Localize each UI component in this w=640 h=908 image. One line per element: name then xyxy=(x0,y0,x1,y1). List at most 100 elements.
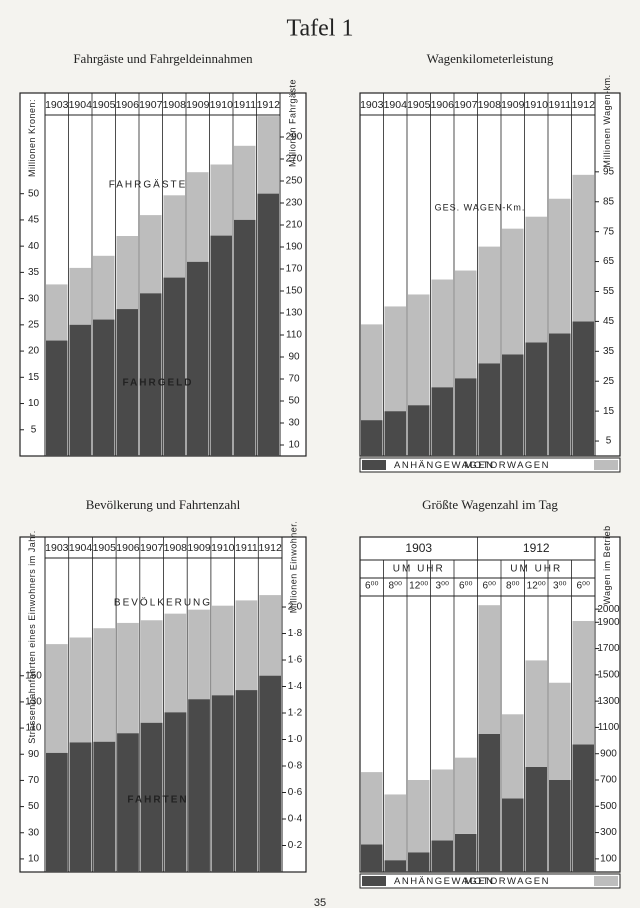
y-tick-label: 1500 xyxy=(597,669,620,680)
bar xyxy=(235,690,258,872)
x-tick-label: 8⁰⁰ xyxy=(506,581,520,592)
group-label: 1912 xyxy=(523,541,550,555)
y-tick-label: 1·8 xyxy=(288,628,303,639)
legend-label: MOTORWAGEN xyxy=(464,876,550,887)
x-tick-label: 1907 xyxy=(139,99,163,111)
y-tick-label: 0·4 xyxy=(288,814,303,825)
x-tick-label: 6⁰⁰ xyxy=(365,581,379,592)
bar xyxy=(93,741,116,872)
bar xyxy=(455,757,477,834)
bar xyxy=(431,279,453,388)
legend-swatch xyxy=(594,460,618,470)
y-tick-label: 40 xyxy=(28,241,40,252)
bar xyxy=(93,319,115,456)
bar xyxy=(572,321,594,456)
bar xyxy=(572,620,594,745)
bar xyxy=(455,833,477,872)
bar xyxy=(549,780,571,872)
bar xyxy=(525,766,547,872)
y-tick-label: 30 xyxy=(28,827,40,838)
bar xyxy=(431,769,453,841)
y-tick-label: 2·0 xyxy=(288,602,303,613)
y-tick-label: 25 xyxy=(28,319,40,330)
bar xyxy=(455,270,477,379)
bar xyxy=(188,699,210,872)
y-tick-label: 75 xyxy=(603,226,615,237)
bar xyxy=(478,605,500,734)
y-tick-label: 110 xyxy=(286,330,302,341)
bar xyxy=(478,734,500,872)
y-tick-label: 15 xyxy=(603,406,615,417)
bar xyxy=(572,174,594,322)
x-tick-label: 1906 xyxy=(116,542,140,554)
bar xyxy=(502,228,524,355)
bar xyxy=(187,261,209,456)
bar xyxy=(455,378,477,456)
bar xyxy=(502,354,524,456)
x-tick-label: 1909 xyxy=(501,99,525,111)
y-tick-label: 290 xyxy=(286,132,303,143)
bar xyxy=(211,695,234,872)
x-tick-label: 1910 xyxy=(211,542,235,554)
x-tick-label: 3⁰⁰ xyxy=(553,581,567,592)
x-tick-label: 6⁰⁰ xyxy=(576,581,590,592)
chart-title: Größte Wagenzahl im Tag xyxy=(422,497,558,512)
x-tick-label: 1905 xyxy=(407,99,431,111)
y-tick-label: 45 xyxy=(28,215,40,226)
bar xyxy=(164,712,187,872)
bar xyxy=(384,306,406,412)
y-tick-label: 45 xyxy=(603,316,615,327)
y-tick-label: 90 xyxy=(288,352,300,363)
y-tick-label: 1·2 xyxy=(288,708,303,719)
bar xyxy=(163,277,185,456)
bar xyxy=(502,714,524,799)
bar xyxy=(361,420,383,456)
x-tick-label: 1912 xyxy=(572,99,596,111)
legend-label: ANHÄNGEWAGEN xyxy=(394,876,495,887)
legend-swatch xyxy=(594,876,618,886)
axis-title: Strassenbahnfahrten eines Einwohners im … xyxy=(27,530,37,744)
bar xyxy=(361,324,383,421)
bar xyxy=(210,235,232,456)
y-tick-label: 1700 xyxy=(597,643,620,654)
series-label: BEVÖLKERUNG xyxy=(114,597,212,609)
x-tick-label: 1903 xyxy=(45,99,69,111)
y-tick-label: 900 xyxy=(600,748,617,759)
x-tick-label: 6⁰⁰ xyxy=(459,581,473,592)
group-label: 1903 xyxy=(405,541,432,555)
bar xyxy=(549,198,571,334)
bar xyxy=(117,733,139,872)
y-tick-label: 250 xyxy=(286,176,303,187)
y-tick-label: 35 xyxy=(28,267,40,278)
y-tick-label: 0·8 xyxy=(288,761,303,772)
x-tick-label: 1908 xyxy=(478,99,502,111)
legend-frame xyxy=(359,457,621,473)
y-tick-label: 50 xyxy=(28,801,40,812)
bar xyxy=(140,722,163,872)
bar xyxy=(69,742,92,872)
bar xyxy=(116,309,138,456)
bar xyxy=(572,744,594,872)
x-tick-label: 1906 xyxy=(116,99,140,111)
bar xyxy=(361,844,383,872)
y-tick-label: 0·6 xyxy=(288,787,303,798)
legend-swatch xyxy=(362,460,386,470)
y-tick-label: 10 xyxy=(28,398,40,409)
y-tick-label: 10 xyxy=(28,854,40,865)
y-tick-label: 30 xyxy=(28,293,40,304)
x-tick-label: 8⁰⁰ xyxy=(388,581,402,592)
bar xyxy=(525,216,547,343)
x-tick-label: 1904 xyxy=(69,99,93,111)
bar xyxy=(140,293,162,456)
x-tick-label: 1903 xyxy=(45,542,69,554)
x-tick-label: 1911 xyxy=(233,99,256,111)
series-label: FAHRGELD xyxy=(123,378,194,389)
x-tick-label: 1908 xyxy=(163,99,187,111)
x-tick-label: 1905 xyxy=(92,99,116,111)
x-tick-label: 1909 xyxy=(186,99,210,111)
bar xyxy=(431,840,453,872)
x-tick-label: 6⁰⁰ xyxy=(482,581,496,592)
x-tick-label: 1903 xyxy=(360,99,384,111)
y-tick-label: 95 xyxy=(603,166,615,177)
y-tick-label: 1·0 xyxy=(288,734,303,745)
